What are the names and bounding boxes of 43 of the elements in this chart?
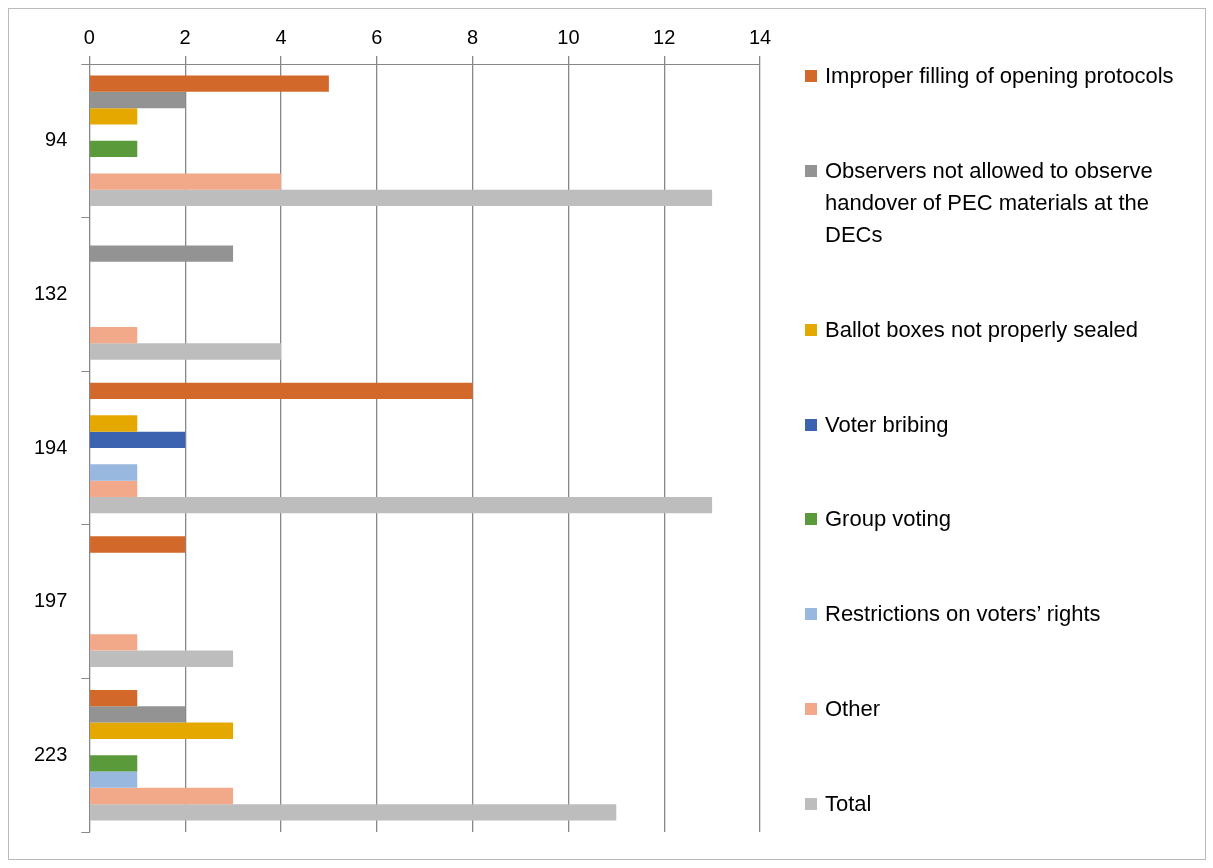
legend-label: Restrictions on voters’ rights (825, 600, 1101, 629)
x-tick-label: 4 (275, 25, 287, 48)
bar (90, 787, 234, 805)
bar (90, 480, 138, 497)
bar (90, 75, 329, 92)
bar (90, 536, 186, 553)
x-tick-label: 6 (371, 25, 383, 48)
y-tick-label: 94 (45, 128, 68, 151)
bar (90, 804, 617, 821)
bar (90, 189, 713, 207)
x-tick-label: 12 (653, 25, 676, 48)
bar (90, 464, 138, 481)
bar (90, 496, 713, 514)
y-tick-label: 132 (33, 281, 68, 304)
x-tick-label: 10 (557, 25, 580, 48)
legend-label: Total (825, 789, 872, 818)
bar (90, 755, 138, 772)
bar (90, 173, 281, 190)
bar (90, 382, 473, 400)
bar (90, 650, 234, 667)
bar (90, 689, 138, 707)
bar (90, 327, 138, 344)
bar (90, 431, 186, 448)
bar (90, 722, 234, 739)
y-tick-label: 197 (33, 589, 68, 612)
bar (90, 140, 138, 158)
x-tick-label: 2 (179, 25, 191, 48)
legend-label: Other (825, 695, 881, 724)
legend-label: Ballot boxes not properly sealed (825, 315, 1139, 344)
y-tick-label: 223 (33, 742, 68, 765)
legend-label: Group voting (825, 505, 951, 534)
x-tick-label: 0 (83, 25, 95, 48)
x-tick-label: 14 (748, 25, 772, 48)
bar (90, 343, 281, 360)
bar (90, 415, 138, 432)
bar (90, 108, 138, 125)
x-tick-label: 8 (467, 25, 479, 48)
bar (90, 634, 138, 651)
legend-label: Improper filling of opening protocols (825, 62, 1174, 90)
y-tick-label: 194 (33, 435, 68, 458)
legend-label: Observers not allowed to observe handover of PEC materials at the DECs (825, 156, 1154, 249)
bar (90, 771, 138, 788)
legend-label: Voter bribing (825, 410, 949, 439)
